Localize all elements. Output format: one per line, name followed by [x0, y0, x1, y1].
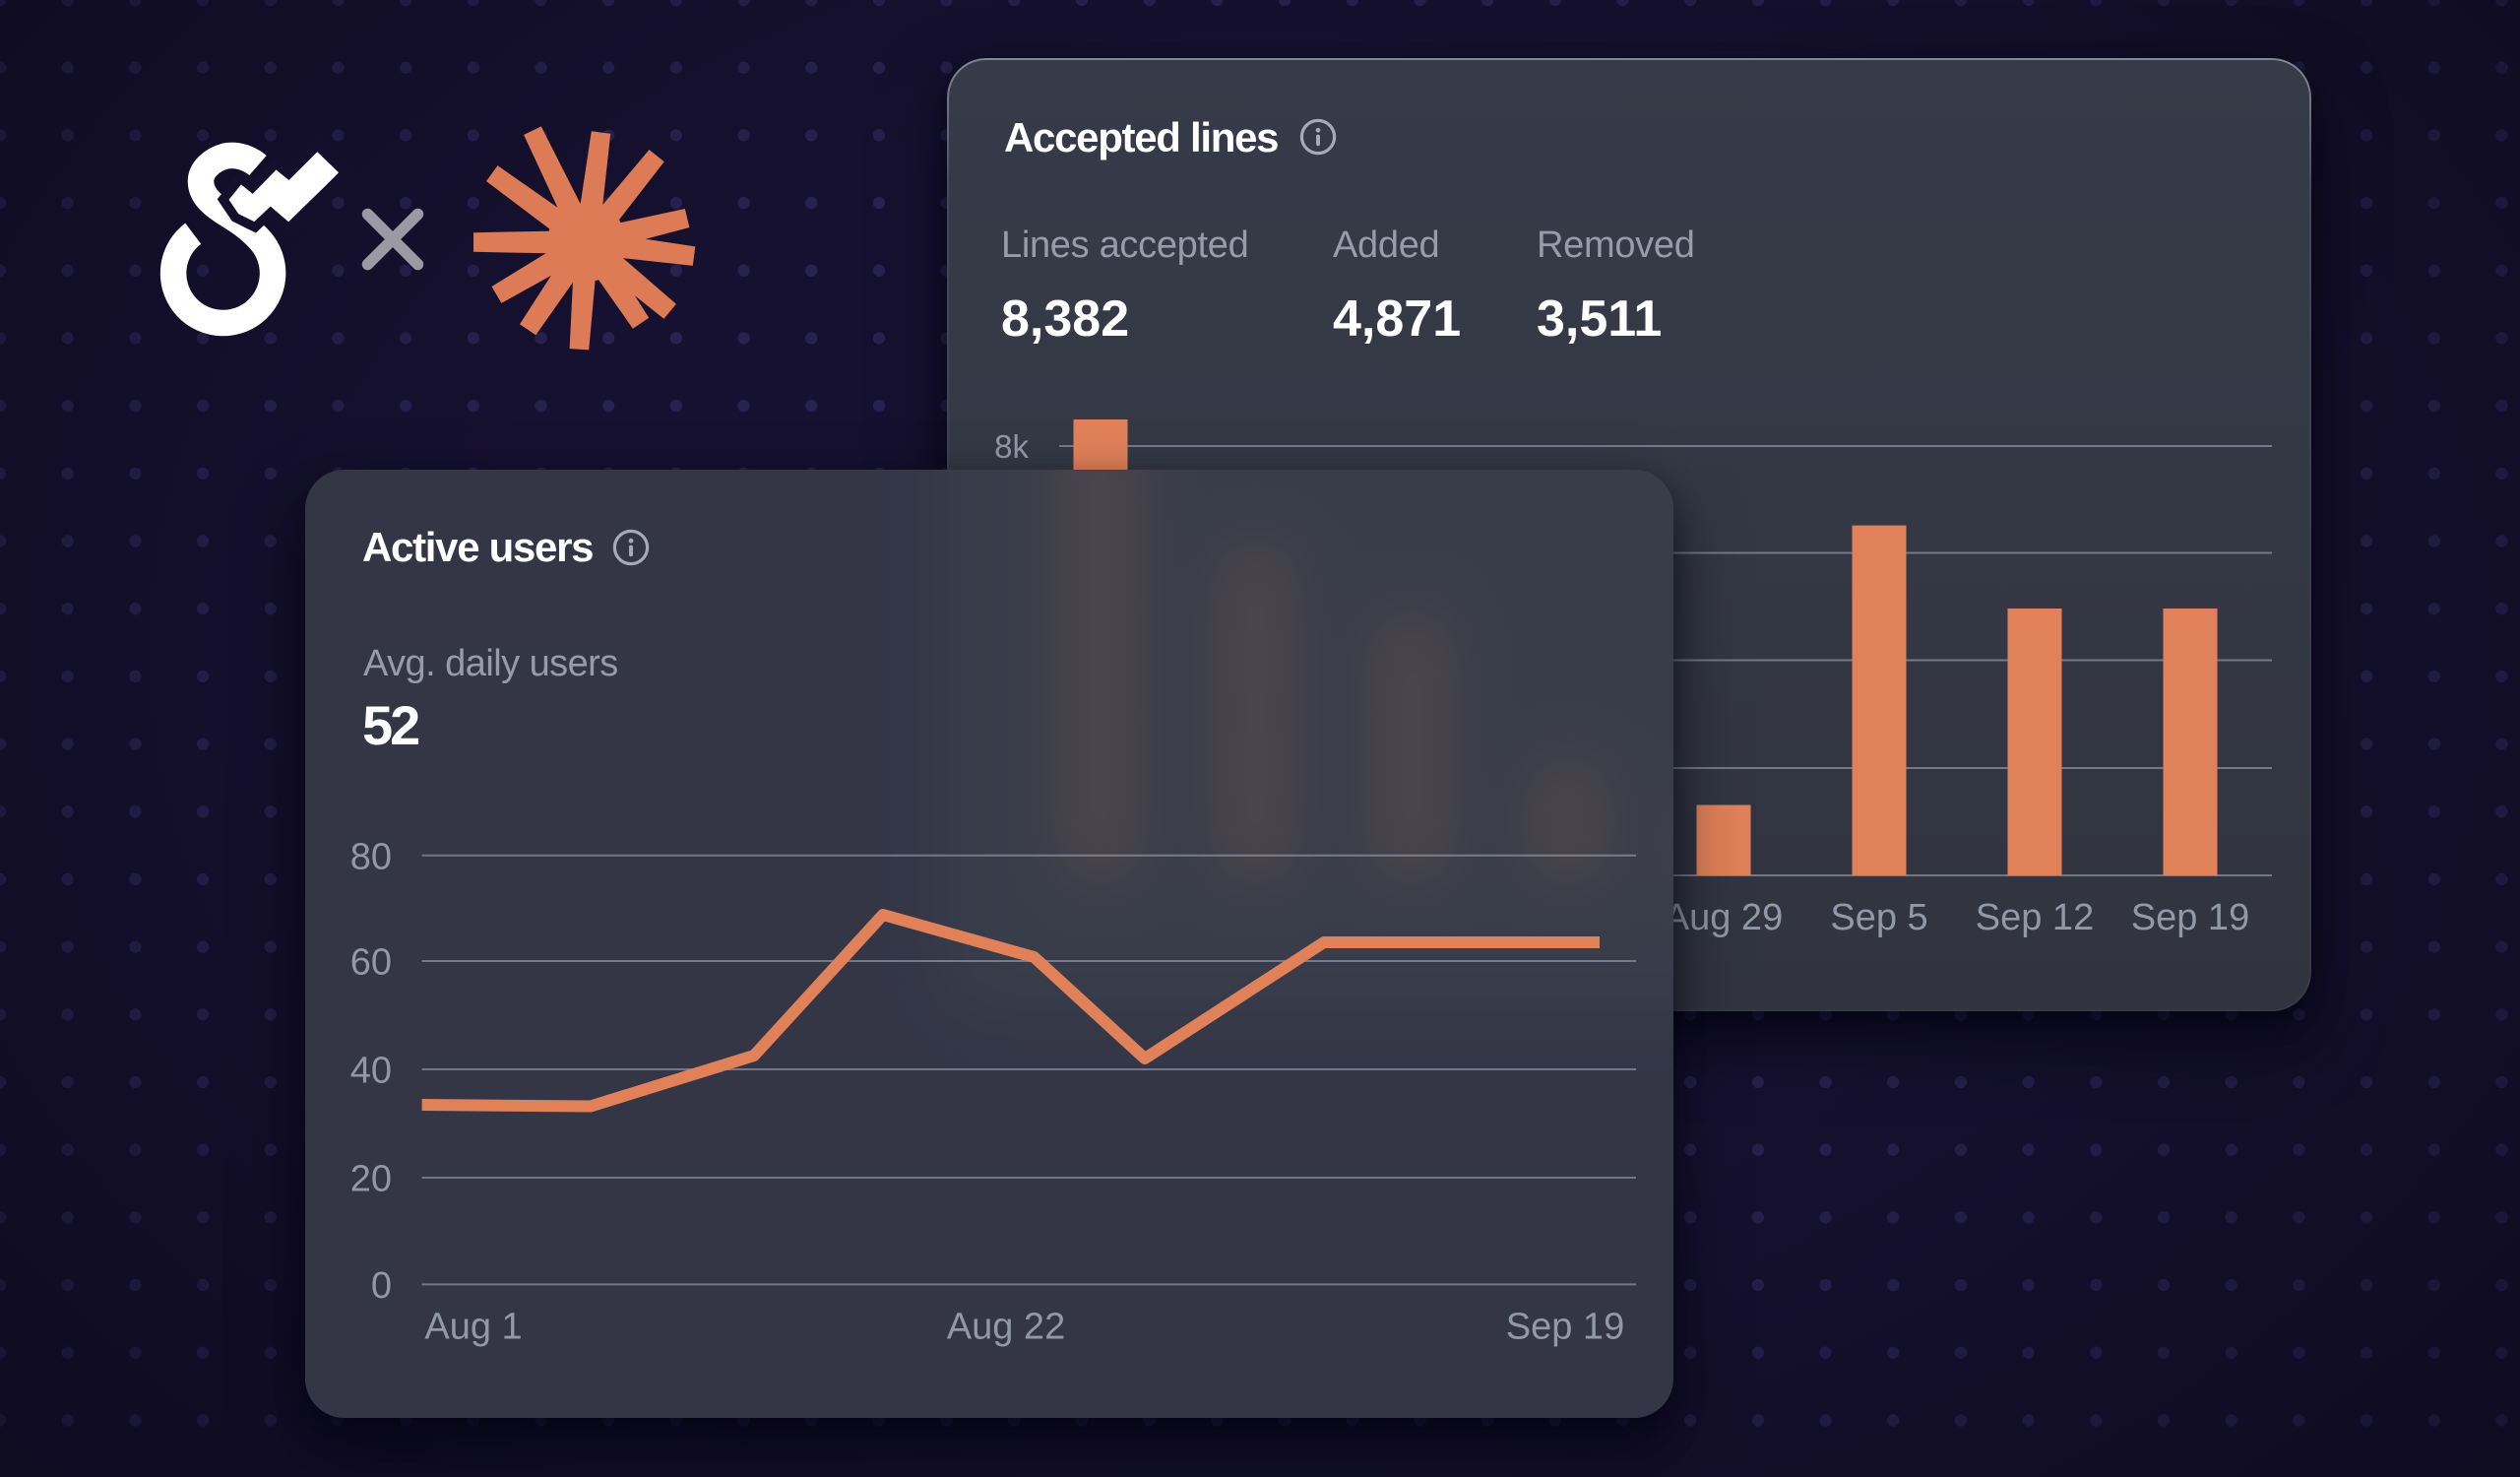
svg-text:Sep 5: Sep 5 — [1830, 897, 1927, 938]
svg-text:0: 0 — [371, 1265, 392, 1307]
svg-text:80: 80 — [350, 836, 392, 877]
svg-text:Sep 19: Sep 19 — [2131, 897, 2249, 938]
svg-text:Aug 22: Aug 22 — [947, 1307, 1065, 1348]
svg-text:Aug 1: Aug 1 — [424, 1307, 522, 1348]
svg-text:8k: 8k — [994, 428, 1029, 465]
svg-text:Aug 29: Aug 29 — [1665, 897, 1783, 938]
svg-text:40: 40 — [350, 1051, 392, 1092]
svg-text:20: 20 — [350, 1159, 392, 1200]
svg-text:Sep 19: Sep 19 — [1506, 1307, 1624, 1348]
svg-text:60: 60 — [350, 942, 392, 984]
svg-text:Sep 12: Sep 12 — [1976, 897, 2094, 938]
